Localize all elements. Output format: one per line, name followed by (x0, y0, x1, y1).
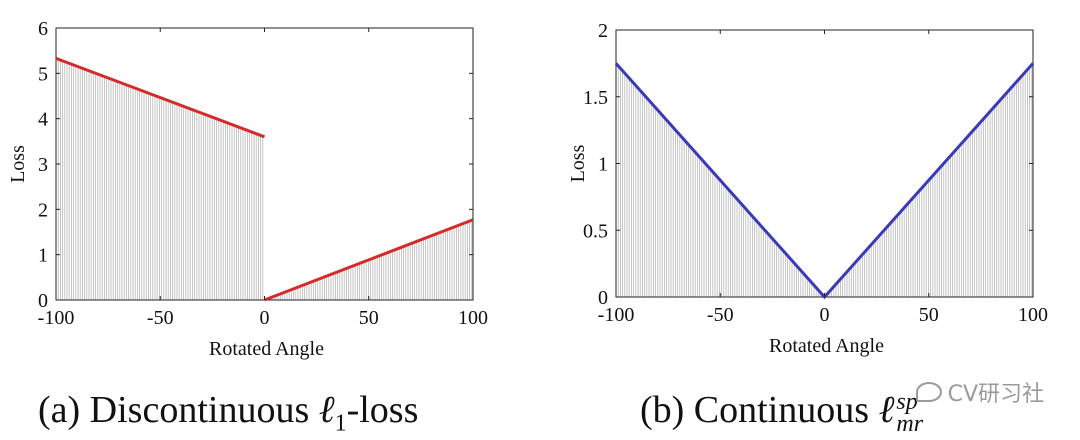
watermark-text: CV研习社 (947, 382, 1044, 407)
y-tick-label-a: 4 (38, 109, 48, 131)
y-tick-label-b: 0 (598, 287, 608, 309)
x-axis-label-b: Rotated Angle (769, 335, 884, 357)
caption-b-prefix: (b) Continuous (640, 389, 879, 431)
y-tick-label-a: 1 (38, 245, 48, 267)
y-tick-label-a: 2 (38, 199, 48, 221)
x-tick-label-a: 100 (458, 307, 488, 329)
y-tick-label-a: 6 (38, 18, 48, 40)
x-tick-label-a: -100 (38, 307, 75, 329)
x-tick-label-b: 100 (1018, 304, 1048, 326)
caption-b: (b) Continuous ℓ sp mr (640, 388, 924, 438)
caption-a: (a) Discontinuous ℓ1-loss (38, 388, 418, 438)
caption-b-sup: sp (896, 389, 918, 416)
y-tick-label-b: 1 (598, 154, 608, 176)
y-tick-label-b: 2 (598, 20, 608, 42)
caption-b-sub: mr (896, 411, 924, 438)
y-tick-label-a: 3 (38, 154, 48, 176)
y-axis-label-b: Loss (567, 144, 589, 182)
y-tick-label-a: 5 (38, 63, 48, 85)
y-tick-label-b: 0.5 (583, 220, 608, 242)
caption-a-symbol: ℓ (318, 389, 335, 431)
x-tick-label-a: 0 (260, 307, 270, 329)
series-line-a-left (55, 56, 266, 139)
caption-a-suffix: -loss (346, 389, 419, 431)
caption-a-prefix: (a) Discontinuous (38, 389, 319, 431)
wechat-icon (915, 382, 942, 402)
x-tick-label-b: -100 (598, 304, 635, 326)
series-line-a-right (263, 218, 474, 302)
y-tick-label-a: 0 (38, 290, 48, 312)
caption-a-sub: 1 (334, 410, 347, 437)
x-axis-label-a: Rotated Angle (209, 338, 324, 360)
y-axis-label-a: Loss (7, 145, 29, 183)
x-tick-label-b: 50 (919, 304, 939, 326)
caption-b-symbol: ℓ (878, 389, 895, 431)
watermark: CV研习社 (915, 376, 1044, 408)
x-tick-label-b: 0 (820, 304, 830, 326)
x-tick-label-a: -50 (147, 307, 174, 329)
y-tick-label-b: 1.5 (583, 87, 608, 109)
x-tick-label-b: -50 (707, 304, 734, 326)
x-tick-label-a: 50 (359, 307, 379, 329)
